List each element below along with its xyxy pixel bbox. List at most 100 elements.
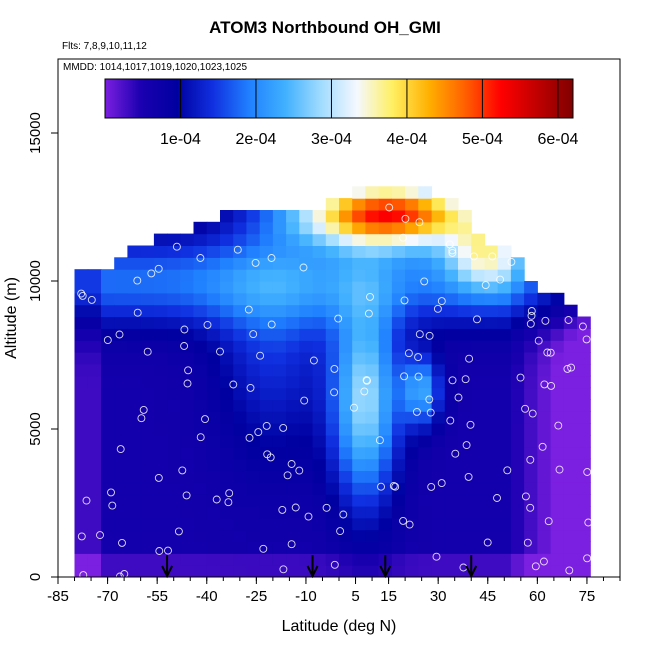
heatmap-cell <box>233 340 247 353</box>
observation-circle <box>415 330 424 339</box>
heatmap-cell <box>418 411 433 424</box>
heatmap-cell <box>431 316 446 329</box>
heatmap-cell <box>550 494 565 507</box>
heatmap-cell <box>87 399 102 412</box>
heatmap-cell <box>233 434 247 448</box>
flight-arrow-head <box>465 565 478 579</box>
colorbar-gradient <box>104 78 574 119</box>
heatmap-cell <box>87 506 102 519</box>
heatmap-cell <box>206 328 221 341</box>
heatmap-cell <box>140 506 155 519</box>
heatmap-cell <box>524 375 538 389</box>
heatmap-cell <box>220 482 234 495</box>
heatmap-cell <box>484 458 499 471</box>
observation-circle <box>267 320 276 329</box>
heatmap-cell <box>325 210 340 223</box>
observation-circle <box>462 441 471 450</box>
heatmap-cell <box>220 233 234 246</box>
heatmap-cell <box>418 517 433 531</box>
heatmap-cell <box>87 494 102 507</box>
observation-circle <box>565 566 574 575</box>
heatmap-cell <box>577 434 591 448</box>
heatmap-cell <box>74 541 89 554</box>
heatmap-cell <box>312 375 327 389</box>
heatmap-cell <box>497 458 512 471</box>
heatmap-cell <box>405 458 419 471</box>
heatmap-cell <box>563 446 578 460</box>
heatmap-cell <box>418 423 433 436</box>
heatmap-cell <box>299 411 314 424</box>
heatmap-cell <box>246 482 261 495</box>
heatmap-cell <box>365 423 380 436</box>
heatmap-cell <box>312 517 327 531</box>
heatmap-cell <box>140 375 155 389</box>
x-tick-label: 5 <box>351 588 359 605</box>
heatmap-cell <box>259 506 274 519</box>
heatmap-cell <box>550 458 565 471</box>
observation-circle <box>79 571 88 577</box>
heatmap-cell <box>524 281 538 294</box>
colorbar-tick-label: 4e-04 <box>386 131 427 148</box>
x-tick-label: -10 <box>295 588 317 605</box>
observation-circle <box>212 495 221 504</box>
heatmap-cell <box>510 541 525 554</box>
heatmap-cell <box>391 517 406 531</box>
heatmap-cell <box>524 458 538 471</box>
heatmap-cell <box>352 340 366 353</box>
heatmap-cell <box>193 281 208 294</box>
heatmap-cell <box>497 482 512 495</box>
heatmap-cell <box>233 221 247 235</box>
heatmap-cell <box>101 470 115 483</box>
heatmap-cell <box>378 494 393 507</box>
heatmap-cell <box>220 257 234 270</box>
heatmap-cell <box>286 352 300 365</box>
heatmap-cell <box>74 340 89 353</box>
heatmap-cell <box>180 399 195 412</box>
heatmap-cell <box>167 517 181 531</box>
observation-circle <box>546 348 555 357</box>
observation-circle <box>322 503 331 512</box>
heatmap-cell <box>458 423 472 436</box>
observation-circle <box>77 532 86 541</box>
observation-circle <box>309 356 318 365</box>
heatmap-cell <box>127 494 142 507</box>
observation-circle <box>133 308 142 317</box>
heatmap-cell <box>74 423 89 436</box>
heatmap-cell <box>418 458 433 471</box>
observation-circle <box>180 342 189 350</box>
heatmap-cell <box>391 529 406 542</box>
observation-circle <box>330 364 339 373</box>
heatmap-cell <box>391 470 406 483</box>
heatmap-cell <box>153 458 168 471</box>
heatmap-cell <box>431 210 446 223</box>
heatmap-cell <box>206 316 221 329</box>
heatmap-cell <box>167 506 181 519</box>
heatmap-cell <box>193 328 208 341</box>
heatmap-cell <box>378 352 393 365</box>
observation-circle <box>534 336 543 345</box>
heatmap-cell <box>484 281 499 294</box>
heatmap-cell <box>127 517 142 531</box>
observation-circle <box>182 491 191 500</box>
heatmap-cell <box>127 328 142 341</box>
heatmap-cell <box>272 304 287 318</box>
heatmap-cell <box>391 565 406 577</box>
heatmap-cell <box>312 245 327 258</box>
heatmap-cell <box>484 328 499 341</box>
heatmap-cell <box>444 494 459 507</box>
heatmap-cell <box>325 198 340 211</box>
heatmap-cell <box>299 541 314 554</box>
heatmap-cell <box>339 399 353 412</box>
heatmap-cell <box>180 233 195 246</box>
heatmap-cell <box>167 411 181 424</box>
heatmap-cell <box>524 529 538 542</box>
heatmap-cell <box>484 553 499 566</box>
heatmap-cell <box>220 565 234 577</box>
heatmap-cell <box>431 458 446 471</box>
heatmap-cell <box>127 352 142 365</box>
heatmap-cell <box>497 363 512 377</box>
heatmap-cell <box>101 375 115 389</box>
heatmap-cell <box>563 494 578 507</box>
x-tick-label: -70 <box>97 588 119 605</box>
heatmap-cell <box>127 316 142 329</box>
